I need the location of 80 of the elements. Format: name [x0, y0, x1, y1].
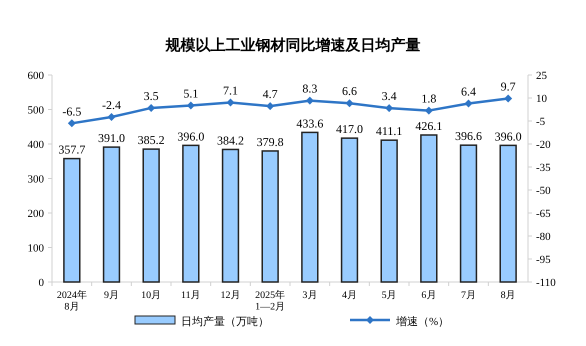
data-label: 417.0 [336, 122, 363, 136]
data-label: 8.3 [302, 82, 318, 96]
y-tick-label: 400 [28, 139, 44, 151]
y2-tick-label: -20 [536, 139, 552, 151]
point [306, 96, 314, 105]
y2-tick-label: -110 [536, 277, 556, 289]
point [464, 100, 472, 108]
point [424, 106, 433, 115]
x-tick-label: 3月 [302, 290, 318, 301]
point [346, 99, 354, 108]
x-tick-label: 11月 [181, 290, 201, 301]
bar [102, 146, 120, 283]
point [266, 102, 274, 110]
x-tick-label: 7月 [461, 290, 476, 301]
data-label: 3.5 [144, 88, 159, 103]
data-label: 379.8 [256, 134, 284, 149]
x-tick-label: 2025年 1—2月 [255, 289, 286, 312]
x-tick-label: 5月 [382, 290, 397, 301]
point [504, 94, 512, 102]
y2-tick-label: -65 [536, 208, 552, 220]
data-label: -2.4 [102, 98, 121, 112]
bar [380, 139, 398, 283]
data-label: 385.2 [138, 133, 165, 148]
data-label: 433.6 [296, 116, 324, 130]
bar [182, 144, 200, 283]
x-tick-label: 12月 [220, 290, 240, 301]
point [385, 104, 394, 112]
x-tick-label: 2024年 8月 [56, 289, 87, 312]
data-label: 1.8 [421, 92, 436, 106]
data-label: 396.0 [177, 129, 204, 144]
bar [499, 144, 517, 283]
bar [340, 137, 358, 283]
data-label: 391.0 [98, 131, 125, 146]
point [147, 104, 156, 112]
bar [420, 134, 438, 283]
data-label: 6.6 [342, 84, 357, 98]
data-label: 411.1 [376, 124, 402, 138]
x-tick-label: 6月 [421, 290, 436, 301]
data-label: 9.7 [500, 79, 516, 94]
data-label: 426.1 [415, 118, 442, 133]
data-label: 7.1 [223, 83, 238, 98]
y-tick-label: 0 [38, 277, 44, 289]
y2-tick-label: -80 [536, 231, 552, 243]
legend-label: 增速（%） [395, 315, 450, 328]
data-label: 5.1 [183, 86, 198, 101]
y2-tick-label: -5 [536, 116, 546, 128]
y2-tick-label: 25 [536, 70, 548, 82]
data-label: 396.6 [455, 129, 482, 144]
data-label: 6.4 [461, 84, 476, 99]
y-tick-label: 500 [28, 104, 44, 116]
point [226, 98, 234, 106]
chart-title: 规模以上工业钢材同比增速及日均产量 [164, 37, 420, 54]
data-label: 3.4 [382, 89, 397, 104]
data-label: -6.5 [62, 104, 82, 118]
y2-tick-label: -35 [536, 162, 552, 174]
y2-tick-label: 10 [536, 93, 548, 105]
x-tick-label: 10月 [141, 290, 162, 301]
x-tick-label: 9月 [104, 290, 119, 301]
data-label: 357.7 [58, 142, 86, 157]
bar [142, 148, 160, 283]
bar [63, 158, 81, 283]
bar [261, 150, 279, 283]
point [186, 102, 195, 110]
bar [301, 132, 319, 283]
point [68, 119, 76, 128]
point [108, 113, 116, 122]
y-tick-label: 100 [28, 242, 44, 254]
legend-label: 日均产量（万吨） [181, 315, 269, 328]
data-label: 4.7 [262, 87, 278, 102]
bar [222, 148, 240, 283]
data-label: 384.2 [217, 133, 244, 148]
x-tick-label: 4月 [342, 290, 357, 301]
y2-tick-label: -95 [536, 254, 552, 266]
bar [460, 144, 478, 283]
x-tick-label: 8月 [500, 290, 516, 301]
y-tick-label: 200 [28, 208, 44, 220]
y-tick-label: 600 [28, 70, 44, 82]
y2-tick-label: -50 [536, 185, 552, 197]
data-label: 396.0 [494, 129, 522, 144]
y-tick-label: 300 [28, 174, 44, 186]
